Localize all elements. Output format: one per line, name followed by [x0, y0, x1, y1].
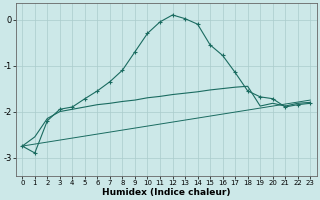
X-axis label: Humidex (Indice chaleur): Humidex (Indice chaleur) [102, 188, 230, 197]
